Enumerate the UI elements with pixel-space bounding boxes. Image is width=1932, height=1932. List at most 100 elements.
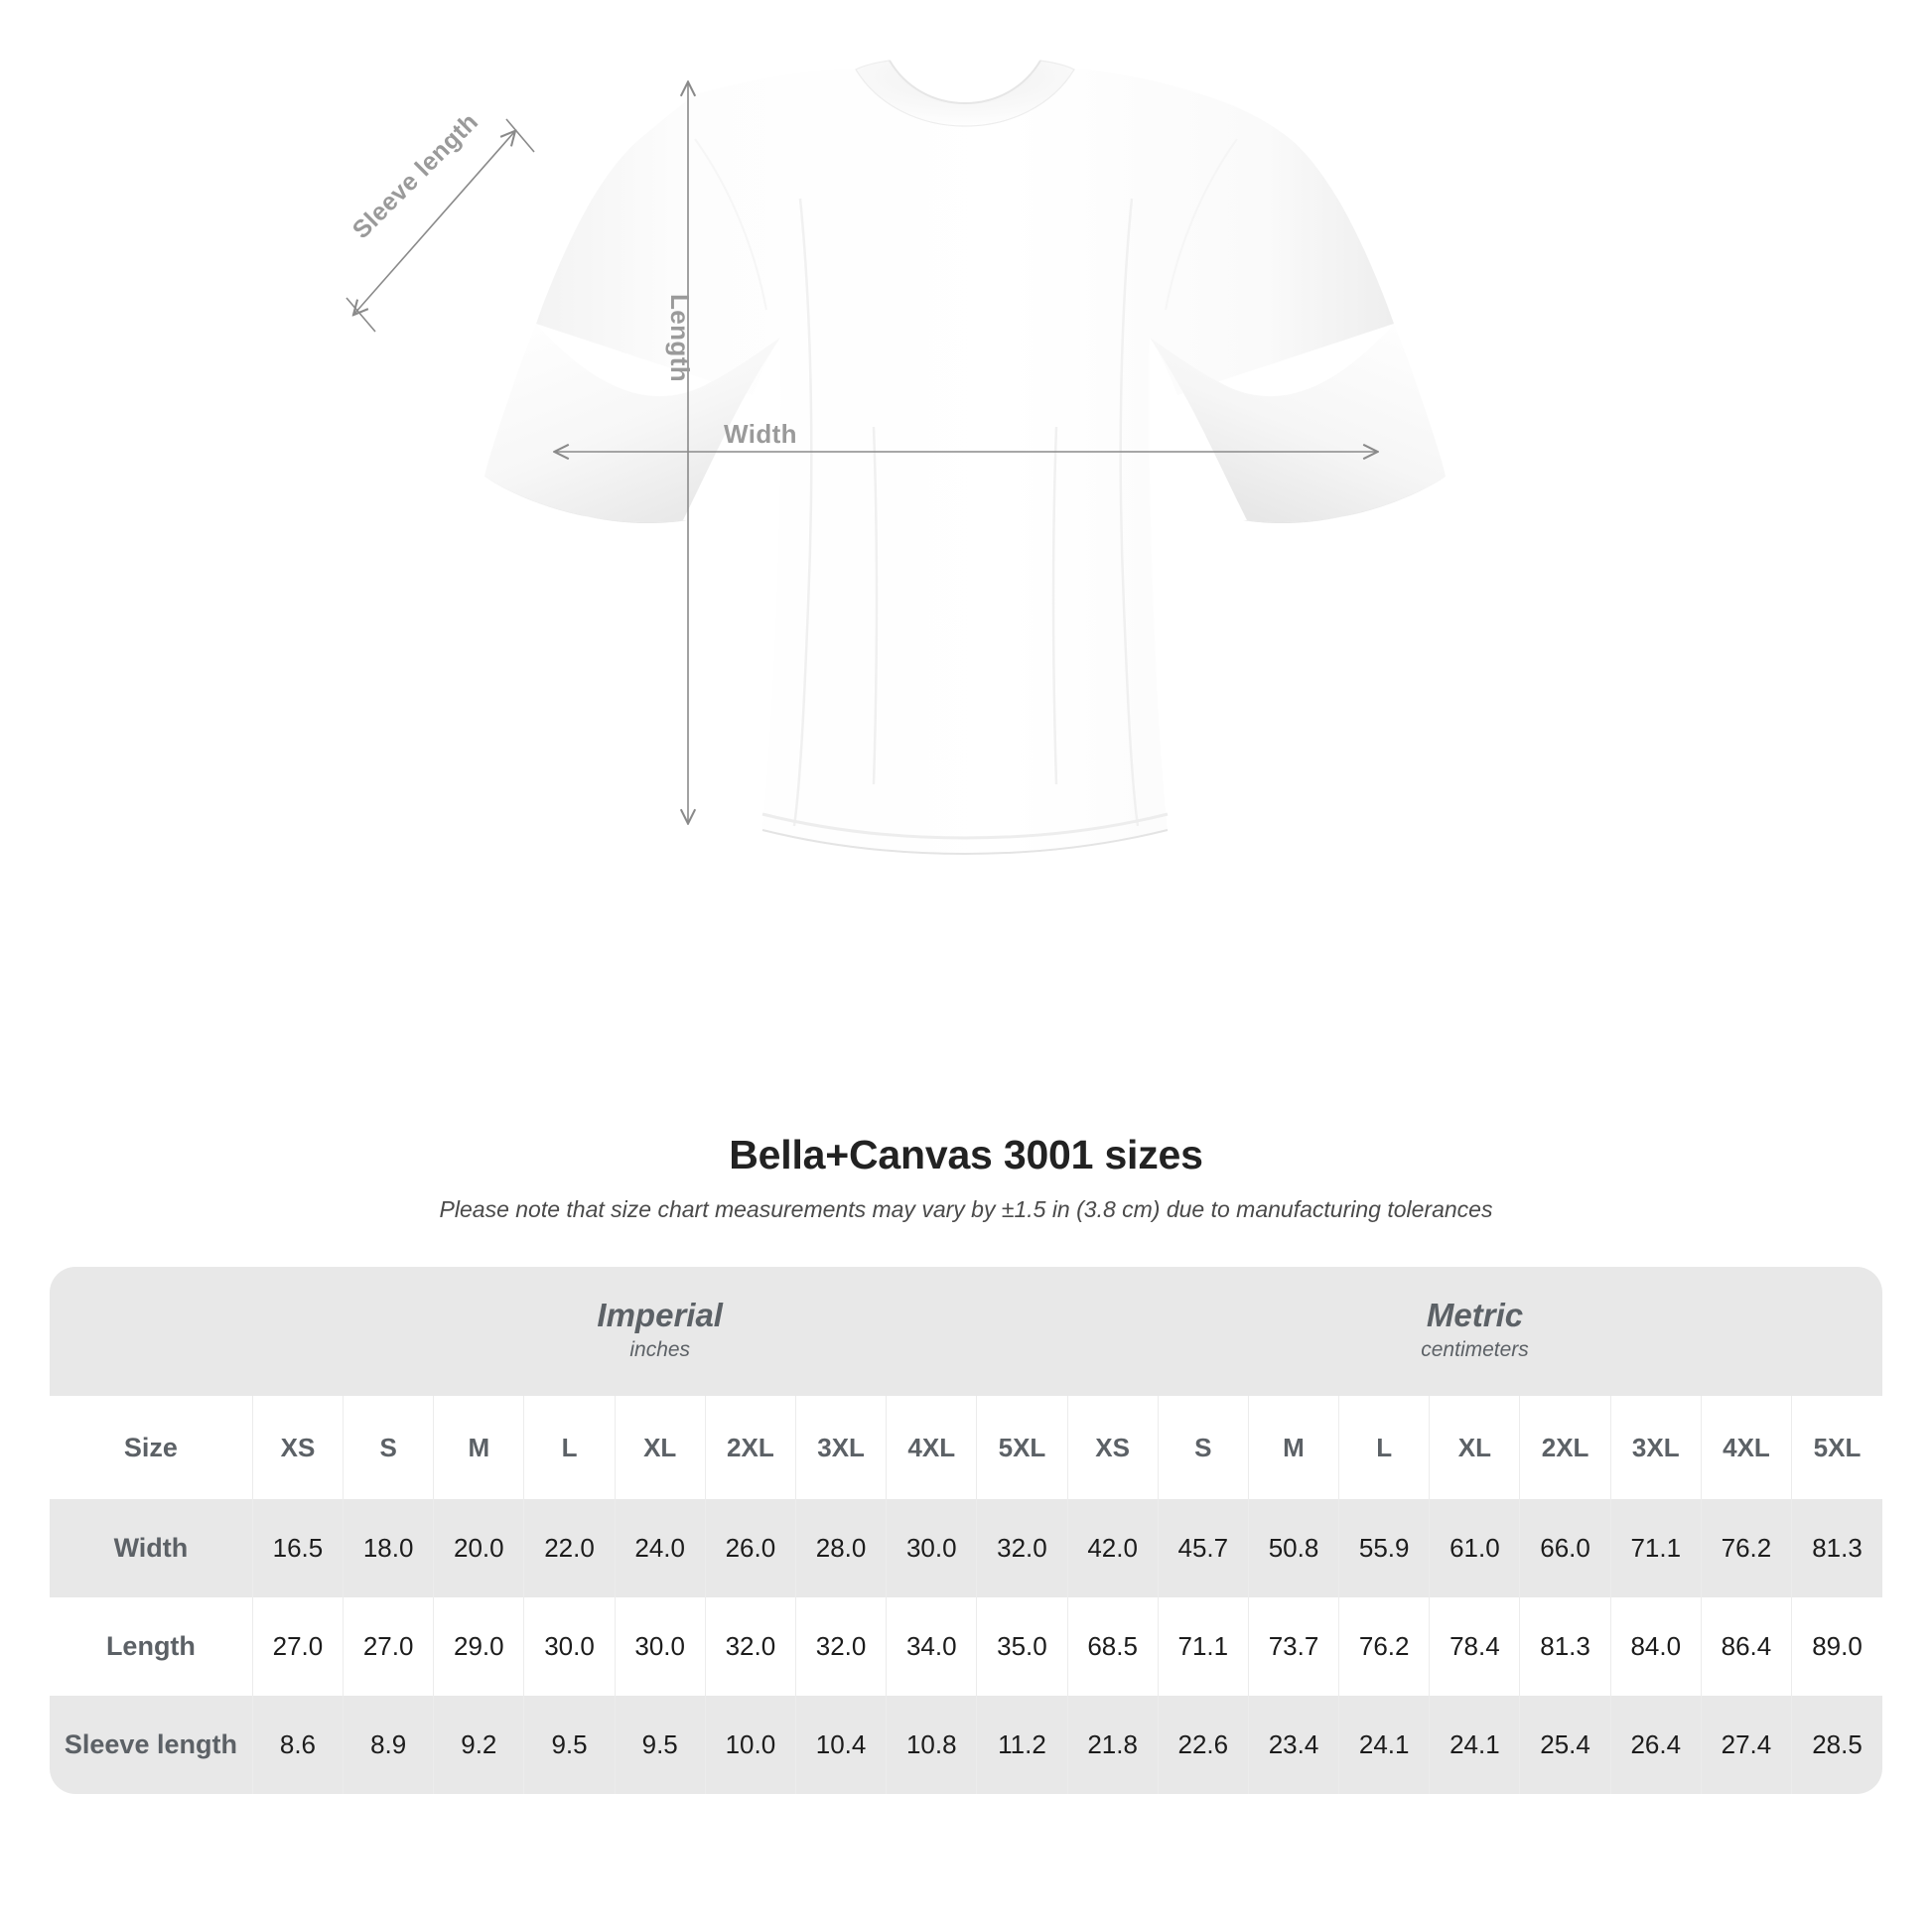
measurement-cell: 27.0 [343, 1597, 434, 1696]
size-header-cell: 2XL [1519, 1396, 1611, 1499]
unit-header-row: Imperial inches Metric centimeters [50, 1267, 1882, 1396]
unit-subtitle: inches [629, 1338, 691, 1362]
measurement-cell: 61.0 [1429, 1499, 1520, 1597]
measurement-cell: 32.0 [976, 1499, 1068, 1597]
unit-name: Imperial [597, 1297, 723, 1334]
measurement-cell: 11.2 [976, 1696, 1068, 1794]
measurement-cell: 35.0 [976, 1597, 1068, 1696]
measurement-cell: 9.2 [433, 1696, 524, 1794]
measurement-cell: 34.0 [886, 1597, 977, 1696]
size-header-cell: 3XL [1609, 1396, 1702, 1499]
measurement-cell: 28.0 [794, 1499, 887, 1597]
size-header-cell: M [433, 1396, 524, 1499]
unit-group-header-metric: Metric centimeters [1067, 1267, 1882, 1396]
tolerance-note: Please note that size chart measurements… [439, 1196, 1493, 1222]
measurement-row-label: Length [50, 1597, 253, 1696]
measurement-cell: 21.8 [1066, 1696, 1159, 1794]
measurement-cell: 10.4 [794, 1696, 887, 1794]
size-header-cell: XS [251, 1396, 344, 1499]
measurement-row-label: Sleeve length [50, 1696, 253, 1794]
measurement-row-label: Width [50, 1499, 253, 1597]
size-header-cell: 2XL [704, 1396, 796, 1499]
measurement-cell: 25.4 [1519, 1696, 1611, 1794]
shirt-body-shape [536, 69, 1394, 854]
measurement-cell: 66.0 [1519, 1499, 1611, 1597]
measurement-cell: 9.5 [523, 1696, 616, 1794]
size-header-cell: M [1247, 1396, 1339, 1499]
size-header-cell: XL [1429, 1396, 1520, 1499]
left-sleeve [484, 324, 780, 522]
measurement-cell: 24.0 [614, 1499, 706, 1597]
measurement-cell: 89.0 [1791, 1597, 1882, 1696]
measurement-cell: 9.5 [614, 1696, 706, 1794]
unit-subtitle: centimeters [1421, 1338, 1529, 1362]
measurement-cell: 27.4 [1700, 1696, 1792, 1794]
table-row: Length 27.0 27.0 29.0 30.0 30.0 32.0 32.0 34.0 35… [50, 1597, 1882, 1696]
tshirt-illustration [345, 60, 1446, 856]
measurement-cell: 20.0 [433, 1499, 524, 1597]
size-row-label: Size [50, 1396, 253, 1499]
measurement-cell: 8.9 [343, 1696, 434, 1794]
measurement-cell: 68.5 [1066, 1597, 1159, 1696]
measurement-cell: 28.5 [1791, 1696, 1882, 1794]
title-block: Bella+Canvas 3001 sizes Please note that… [0, 1132, 1932, 1223]
size-header-cell: 3XL [794, 1396, 887, 1499]
size-header-row: Size XS S M L XL 2XL 3XL 4XL 5XL XS S M L XL 2XL 3XL 4XL 5… [50, 1396, 1882, 1499]
measurement-cell: 10.8 [886, 1696, 977, 1794]
right-sleeve [1150, 324, 1446, 522]
sleeve-length-arrow [354, 132, 514, 314]
measurement-cell: 10.0 [704, 1696, 796, 1794]
measurement-cell: 24.1 [1338, 1696, 1430, 1794]
measurement-cell: 26.0 [704, 1499, 796, 1597]
measurement-cell: 55.9 [1338, 1499, 1430, 1597]
sleeve-tick-lower [345, 297, 376, 333]
measurement-cell: 45.7 [1157, 1499, 1249, 1597]
unit-group-header-imperial: Imperial inches [252, 1267, 1068, 1396]
measurement-cell: 84.0 [1609, 1597, 1702, 1696]
size-header-cell: S [1157, 1396, 1249, 1499]
measurement-cell: 86.4 [1700, 1597, 1792, 1696]
size-header-cell: 4XL [1700, 1396, 1792, 1499]
unit-name: Metric [1426, 1297, 1524, 1334]
measurement-cell: 22.6 [1157, 1696, 1249, 1794]
size-header-cell: L [523, 1396, 616, 1499]
measurement-cell: 27.0 [251, 1597, 344, 1696]
measurement-cell: 81.3 [1791, 1499, 1882, 1597]
measurement-cell: 71.1 [1609, 1499, 1702, 1597]
measurement-cell: 24.1 [1429, 1696, 1520, 1794]
length-label: Length [665, 294, 695, 383]
measurement-cell: 32.0 [704, 1597, 796, 1696]
size-header-cell: 5XL [976, 1396, 1068, 1499]
page-title: Bella+Canvas 3001 sizes [729, 1132, 1203, 1177]
measurement-cell: 42.0 [1066, 1499, 1159, 1597]
size-chart-table: Imperial inches Metric centimeters Size XS S M L… [50, 1267, 1882, 1794]
measurement-cell: 30.0 [523, 1597, 616, 1696]
size-header-cell: S [343, 1396, 434, 1499]
size-header-cell: L [1338, 1396, 1430, 1499]
measurement-cell: 30.0 [886, 1499, 977, 1597]
measurement-cell: 8.6 [251, 1696, 344, 1794]
measurement-cell: 73.7 [1247, 1597, 1339, 1696]
sleeve-tick-upper [505, 118, 535, 153]
measurement-cell: 22.0 [523, 1499, 616, 1597]
measurement-cell: 30.0 [614, 1597, 706, 1696]
size-header-cell: 5XL [1791, 1396, 1882, 1499]
table-row: Width 16.5 18.0 20.0 22.0 24.0 26.0 28.0 30.0 32.… [50, 1499, 1882, 1597]
measurement-cell: 78.4 [1429, 1597, 1520, 1696]
measurement-cell: 50.8 [1247, 1499, 1339, 1597]
measurement-cell: 76.2 [1338, 1597, 1430, 1696]
table-row: Sleeve length 8.6 8.9 9.2 9.5 9.5 10.0 10.4 10.8… [50, 1696, 1882, 1794]
measurement-cell: 16.5 [251, 1499, 344, 1597]
measurement-cell: 18.0 [343, 1499, 434, 1597]
unit-header-spacer [50, 1267, 253, 1396]
measurement-cell: 71.1 [1157, 1597, 1249, 1696]
measurement-cell: 76.2 [1700, 1499, 1792, 1597]
size-header-cell: 4XL [886, 1396, 977, 1499]
width-label: Width [724, 419, 797, 449]
measurement-cell: 81.3 [1519, 1597, 1611, 1696]
measurement-cell: 32.0 [794, 1597, 887, 1696]
measurement-cell: 23.4 [1247, 1696, 1339, 1794]
size-header-cell: XL [614, 1396, 706, 1499]
tshirt-measurement-diagram: Sleeve length Length Width [345, 60, 1446, 856]
size-header-cell: XS [1066, 1396, 1159, 1499]
